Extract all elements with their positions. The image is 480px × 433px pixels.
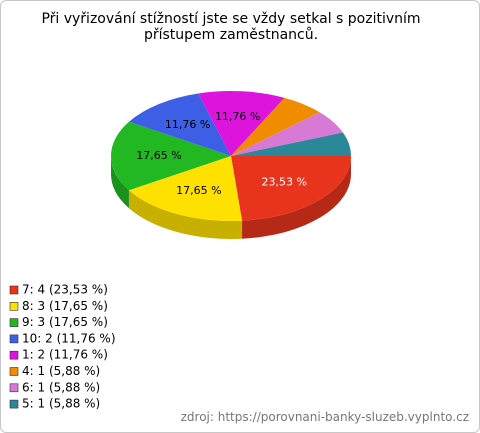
legend-swatch <box>9 383 19 393</box>
slice-label: 17,65 % <box>136 149 181 162</box>
legend-label: 8: 3 (17,65 %) <box>22 299 108 313</box>
legend-swatch <box>9 367 19 376</box>
slice-label: 11,76 % <box>215 110 260 123</box>
slice-side <box>128 190 243 239</box>
slice <box>128 156 243 221</box>
legend-label: 5: 1 (5,88 %) <box>22 397 100 411</box>
legend-label: 1: 2 (11,76 %) <box>22 348 108 362</box>
slice <box>231 112 343 156</box>
slice-label: 11,76 % <box>165 118 210 131</box>
slice-label: 17,65 % <box>176 184 221 197</box>
chart-title: Při vyřizování stížností jste se vždy se… <box>41 11 421 43</box>
legend-swatch <box>9 350 19 360</box>
slice <box>111 121 231 191</box>
slice <box>129 93 231 156</box>
legend-label: 6: 1 (5,88 %) <box>22 380 100 394</box>
slice <box>231 97 320 156</box>
legend-label: 9: 3 (17,65 %) <box>22 315 108 329</box>
legend-swatch <box>9 318 19 327</box>
slice <box>231 156 351 221</box>
legend-swatch <box>9 399 19 409</box>
legend-swatch <box>9 301 19 311</box>
slice <box>198 91 285 156</box>
slice <box>231 132 351 156</box>
legend-swatch <box>9 285 19 295</box>
legend-label: 4: 1 (5,88 %) <box>22 364 100 378</box>
legend-swatch <box>9 334 19 344</box>
slice-side <box>111 156 129 209</box>
legend-label: 7: 4 (23,53 %) <box>22 283 108 297</box>
slice-label: 23,53 % <box>261 175 306 188</box>
legend-label: 10: 2 (11,76 %) <box>22 331 116 345</box>
slice-side <box>242 156 351 239</box>
source-note: zdroj: https://porovnani-banky-sluzeb.vy… <box>180 410 469 424</box>
